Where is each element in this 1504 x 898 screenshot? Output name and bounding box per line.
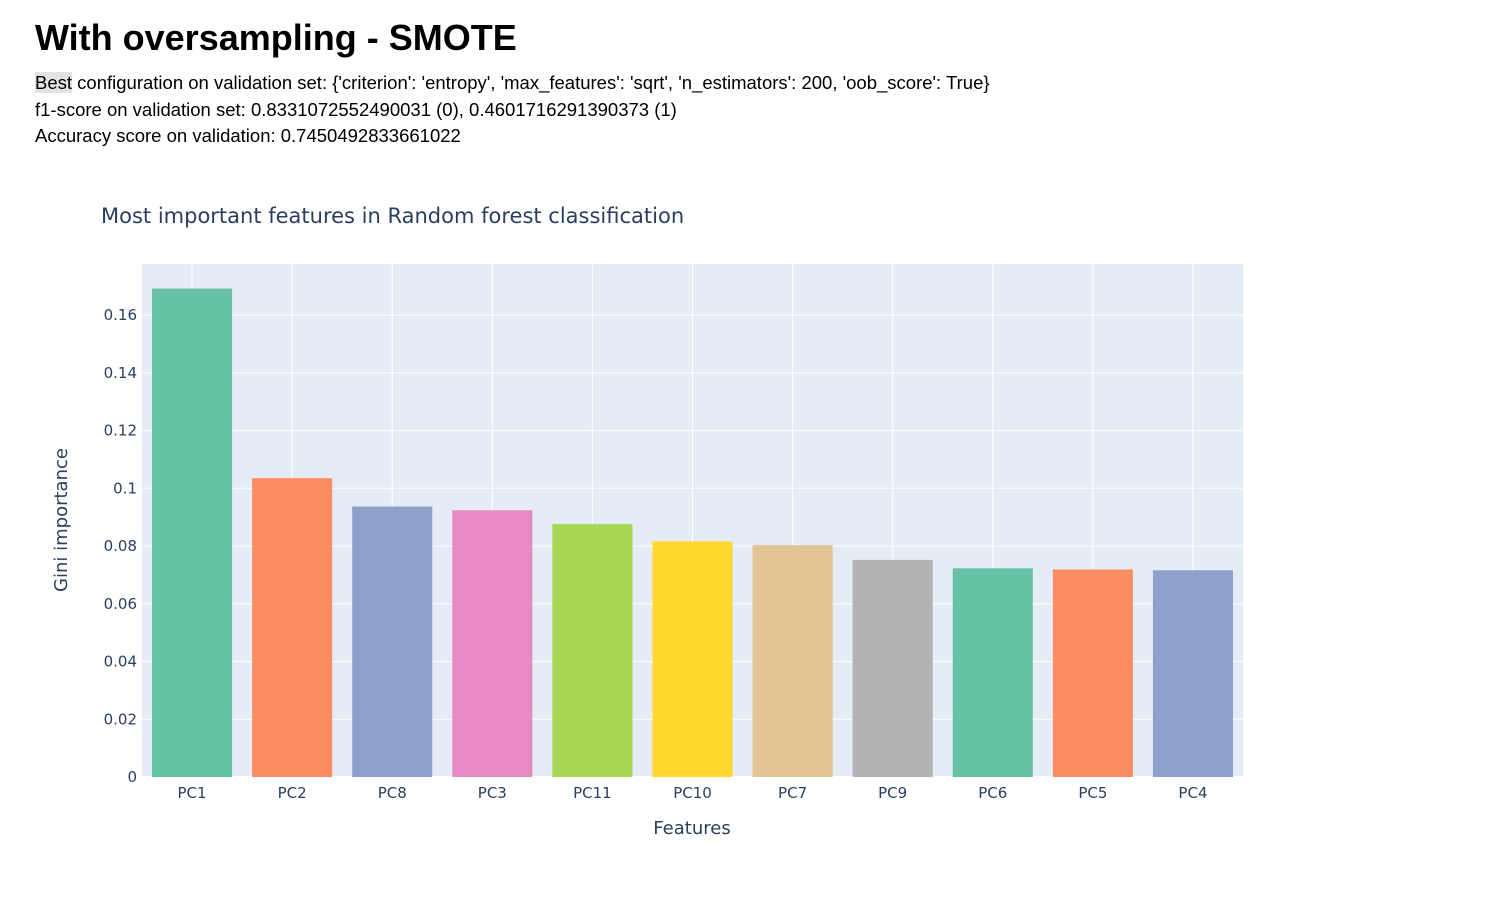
- x-axis-ticks: PC1 PC2 PC8 PC3 PC11 PC10 PC7 PC9 PC6 PC5 PC4: [178, 784, 1208, 802]
- best-config-line: Best configuration on validation set: {'…: [35, 70, 990, 97]
- best-config-text: configuration on validation set: {'crite…: [72, 72, 990, 93]
- x-tick-label-pc4: PC4: [1178, 784, 1207, 802]
- bar-pc2: [252, 478, 333, 777]
- y-tick-label-0: 0: [127, 768, 137, 786]
- bars: [152, 288, 1233, 777]
- x-tick-label-pc10: PC10: [673, 784, 712, 802]
- y-tick-label-7: 0.14: [104, 364, 137, 382]
- x-tick-label-pc1: PC1: [178, 784, 207, 802]
- bar-pc3: [452, 510, 533, 777]
- y-tick-label-5: 0.1: [113, 479, 137, 497]
- page-title: With oversampling - SMOTE: [35, 17, 517, 58]
- bar-pc10: [652, 541, 733, 777]
- bar-pc7: [752, 545, 833, 777]
- bar-pc5: [1052, 569, 1133, 777]
- results-summary: Best configuration on validation set: {'…: [35, 70, 990, 150]
- x-tick-label-pc9: PC9: [878, 784, 907, 802]
- bar-pc8: [352, 506, 433, 777]
- bar-pc9: [852, 559, 933, 777]
- y-axis-ticks: 0 0.02 0.04 0.06 0.08 0.1 0.12 0.14 0.16: [104, 306, 137, 786]
- bar-pc4: [1152, 570, 1233, 777]
- y-tick-label-6: 0.12: [104, 422, 137, 440]
- highlighted-word: Best: [35, 72, 73, 93]
- bar-pc1: [152, 288, 233, 777]
- bar-pc6: [952, 568, 1033, 777]
- y-tick-label-4: 0.08: [104, 537, 137, 555]
- x-tick-label-pc7: PC7: [778, 784, 807, 802]
- y-tick-label-3: 0.06: [104, 595, 137, 613]
- y-tick-label-1: 0.02: [104, 710, 137, 728]
- x-axis-title: Features: [653, 818, 730, 839]
- x-tick-label-pc8: PC8: [378, 784, 407, 802]
- y-axis-title: Gini importance: [51, 448, 72, 592]
- y-tick-label-8: 0.16: [104, 306, 137, 324]
- x-tick-label-pc5: PC5: [1078, 784, 1107, 802]
- accuracy-line: Accuracy score on validation: 0.74504928…: [35, 125, 461, 146]
- x-tick-label-pc6: PC6: [978, 784, 1007, 802]
- x-tick-label-pc11: PC11: [573, 784, 612, 802]
- chart-title: Most important features in Random forest…: [101, 204, 684, 228]
- x-tick-label-pc2: PC2: [278, 784, 307, 802]
- bar-pc11: [552, 524, 633, 777]
- f1-score-line: f1-score on validation set: 0.8331072552…: [35, 98, 677, 120]
- y-tick-label-2: 0.04: [104, 653, 137, 671]
- x-tick-label-pc3: PC3: [478, 784, 507, 802]
